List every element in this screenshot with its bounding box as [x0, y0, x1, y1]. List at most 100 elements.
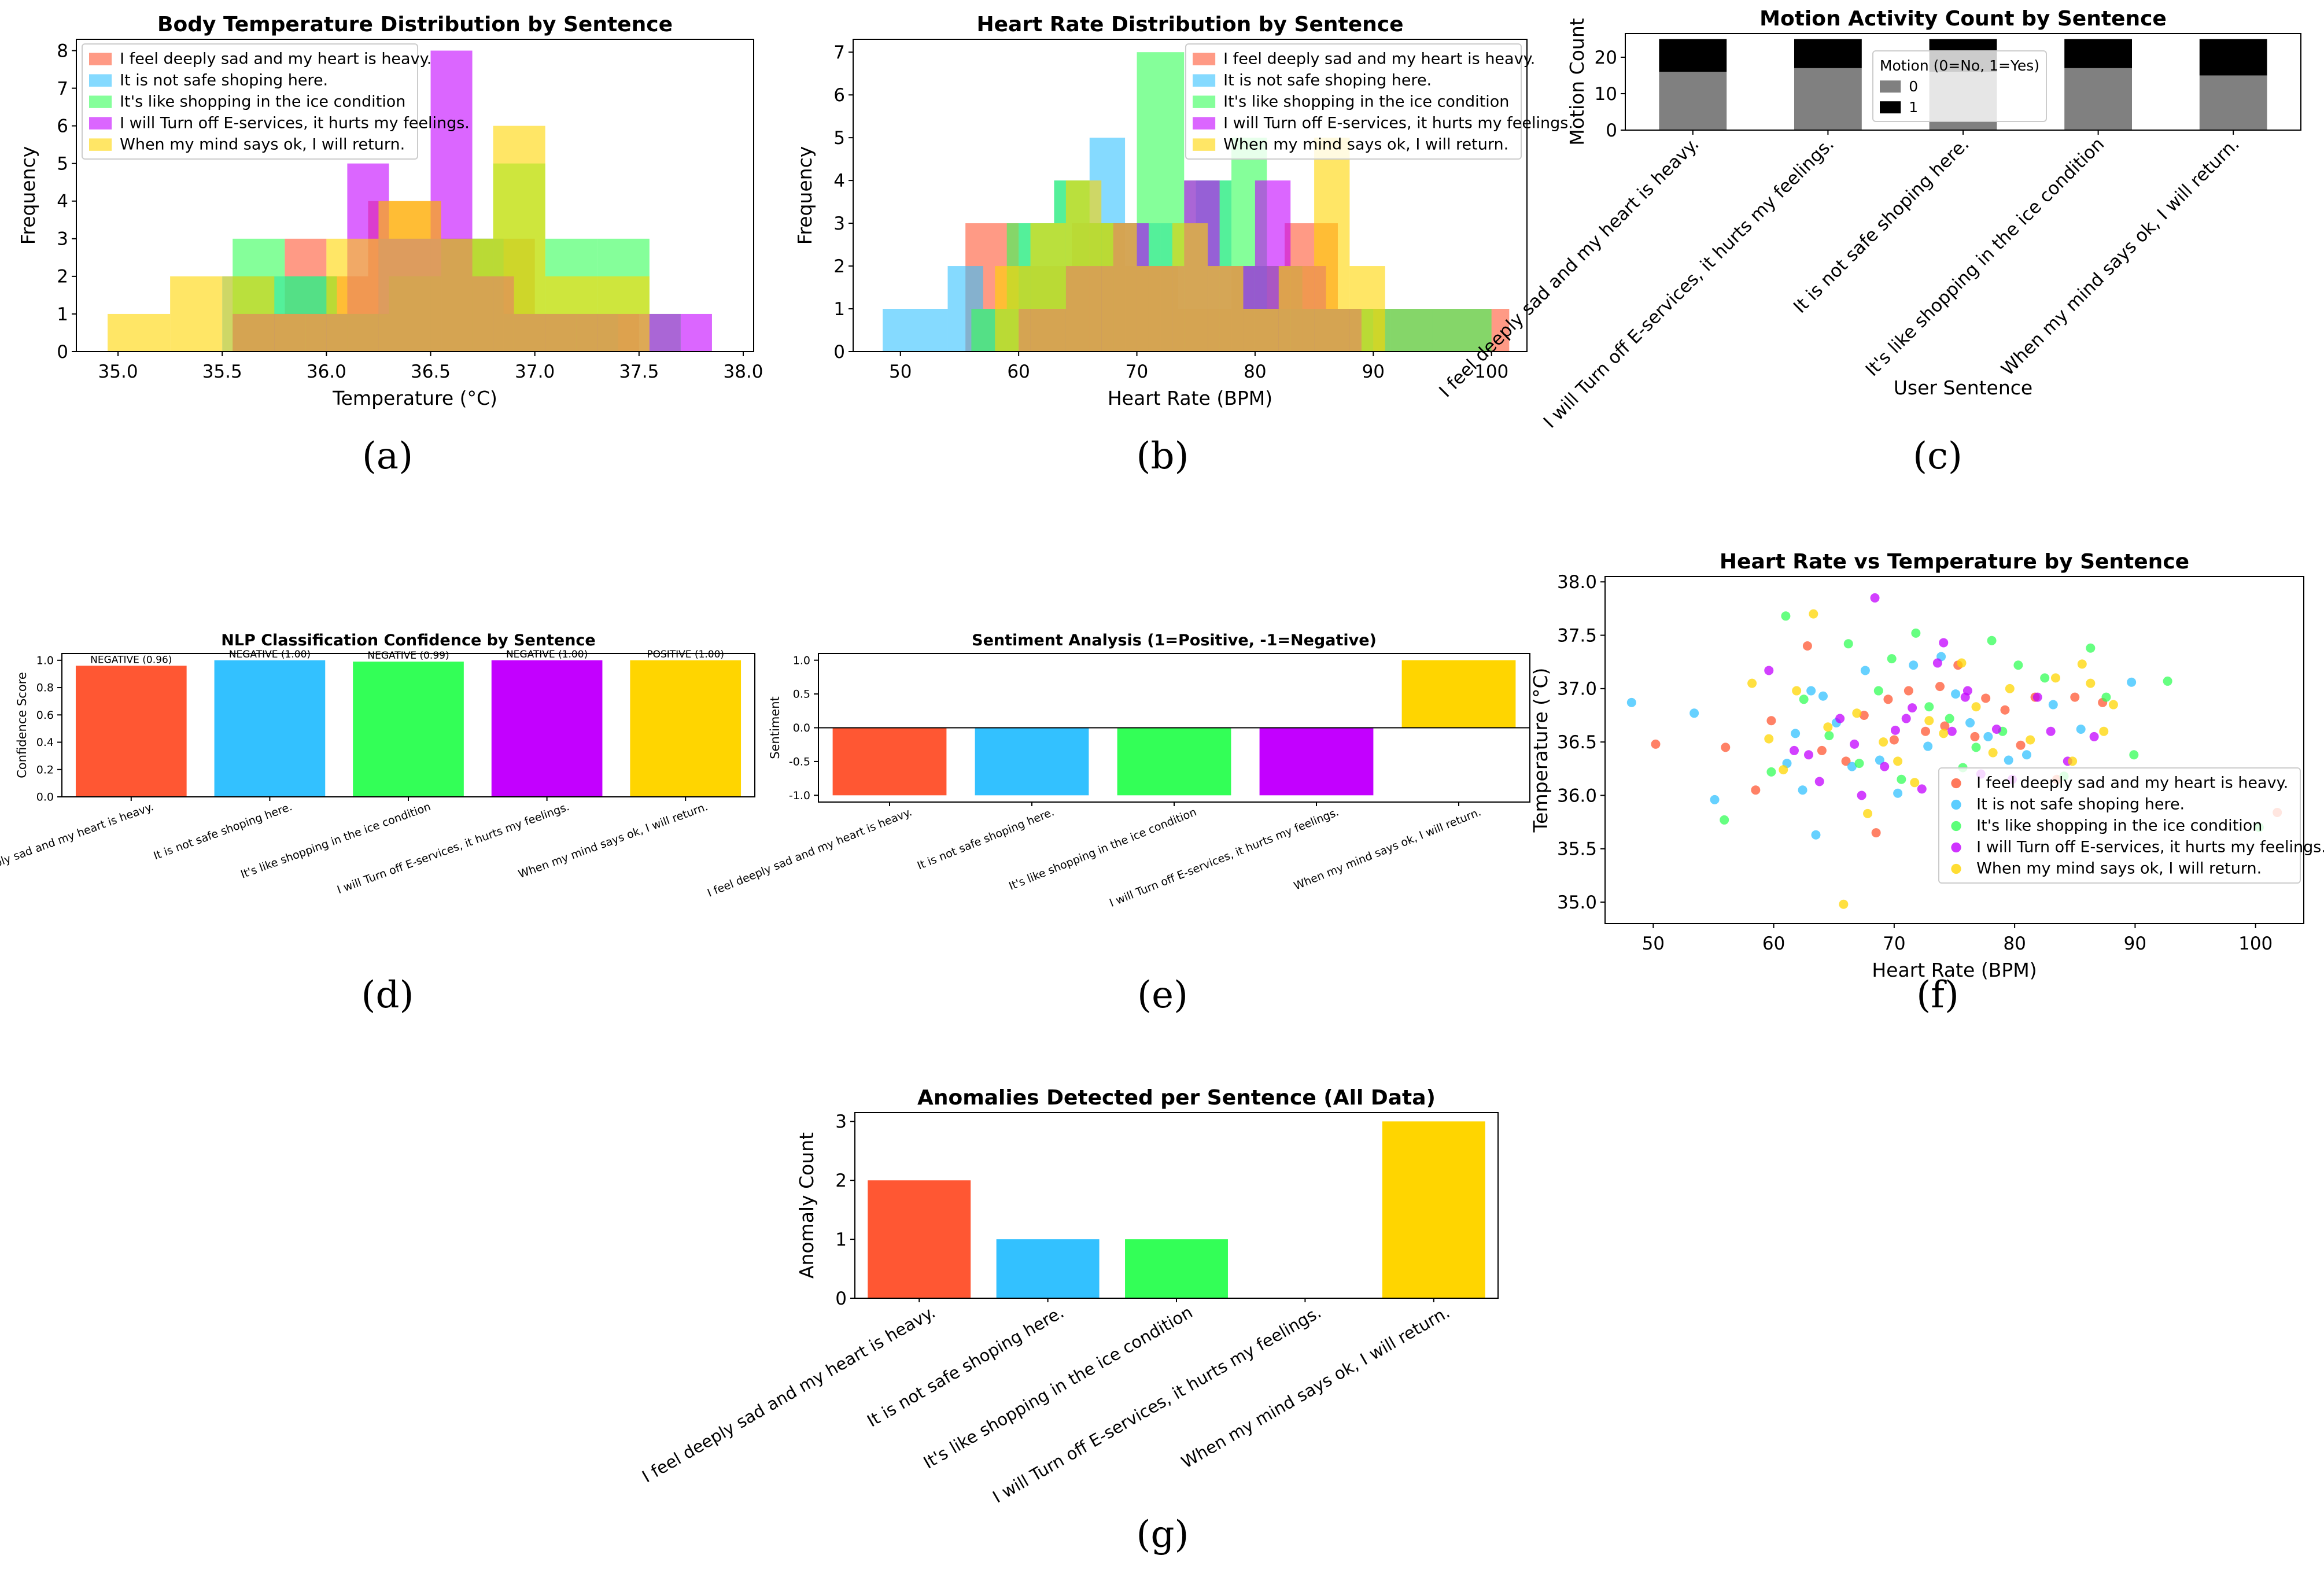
scatter-point — [1991, 725, 2001, 734]
bar — [868, 1180, 971, 1298]
scatter-point — [1847, 762, 1857, 771]
legend-swatch — [1951, 778, 1961, 789]
scatter-point — [1904, 686, 1913, 696]
x-tick-label: I feel deeply sad and my heart is heavy. — [1435, 134, 1703, 401]
scatter-point — [1689, 708, 1699, 718]
histogram-bar — [545, 276, 597, 352]
y-tick-label: 2 — [57, 267, 68, 287]
scatter-point — [2099, 726, 2109, 736]
y-tick-label: 0.4 — [36, 736, 54, 749]
scatter-point — [1911, 628, 1921, 638]
x-tick-label: 50 — [1642, 933, 1665, 954]
bar-value-label: NEGATIVE (0.96) — [90, 654, 172, 666]
legend-label: When my mind says ok, I will return. — [1223, 136, 1508, 154]
scatter-point — [1852, 708, 1862, 718]
y-tick-label: 4 — [833, 171, 845, 191]
scatter-point — [1839, 899, 1849, 909]
x-tick-label: 36.0 — [307, 361, 346, 382]
y-tick-label: 2 — [833, 256, 845, 277]
chart-f: Heart Rate vs Temperature by Sentence 35.… — [1529, 550, 2324, 981]
scatter-point — [1971, 702, 1981, 712]
y-tick-label: 1.0 — [793, 654, 810, 667]
y-tick-label: 2 — [835, 1170, 847, 1191]
stacked-bar-segment — [2064, 68, 2132, 130]
legend-swatch — [1951, 821, 1961, 832]
scatter-point — [2013, 660, 2023, 670]
x-tick-label: 80 — [2003, 933, 2026, 954]
scatter-point — [2129, 750, 2139, 760]
scatter-point — [2077, 659, 2087, 669]
scatter-point — [2016, 740, 2026, 750]
scatter-point — [1893, 756, 1903, 766]
scatter-point — [2000, 705, 2010, 715]
y-axis-label: Confidence Score — [15, 672, 29, 778]
bar — [1382, 1121, 1485, 1298]
chart-title: Sentiment Analysis (1=Positive, -1=Negat… — [972, 631, 1377, 649]
scatter-point — [1883, 695, 1893, 704]
legend-box — [1185, 43, 1522, 160]
x-tick-label: It is not safe shoping here. — [916, 806, 1056, 872]
histogram-bar — [1101, 223, 1137, 352]
bar — [1125, 1239, 1228, 1298]
bar — [353, 662, 464, 797]
bar-value-label: NEGATIVE (1.00) — [229, 649, 311, 660]
scatter-point — [1747, 678, 1757, 688]
histogram-bar — [326, 238, 379, 352]
histogram-bar — [441, 238, 493, 352]
y-axis-label: Frequency — [794, 146, 816, 245]
x-tick-label: 100 — [2238, 933, 2273, 954]
legend-label: I will Turn off E-services, it hurts my … — [1223, 114, 1573, 132]
scatter-point — [1863, 808, 1873, 818]
scatter-point — [1875, 755, 1884, 765]
scatter-point — [1791, 729, 1801, 738]
scatter-point — [1843, 639, 1853, 649]
y-axis-label: Anomaly Count — [795, 1132, 818, 1279]
histogram-bar — [108, 313, 171, 352]
scatter-point — [1988, 748, 1998, 758]
legend-swatch — [1951, 842, 1961, 853]
chart-title: NLP Classification Confidence by Sentenc… — [221, 631, 596, 649]
scatter-point — [1781, 611, 1791, 621]
x-tick-label: I feel deeply sad and my heart is heavy. — [639, 1302, 939, 1487]
scatter-point — [2032, 692, 2042, 702]
scatter-point — [2086, 643, 2096, 653]
y-tick-label: -1.0 — [789, 789, 810, 802]
y-tick-label: 38.0 — [1557, 572, 1597, 593]
stacked-bar-segment — [1659, 72, 1727, 130]
scatter-point — [1923, 741, 1933, 751]
y-tick-label: 5 — [57, 154, 68, 175]
y-tick-label: 0.0 — [36, 791, 54, 804]
bar — [630, 660, 742, 797]
y-tick-label: 0 — [835, 1288, 847, 1309]
scatter-point — [1945, 714, 1954, 723]
scatter-point — [1873, 686, 1883, 696]
y-tick-label: 6 — [833, 85, 845, 106]
bar — [975, 727, 1089, 796]
scatter-point — [1626, 697, 1636, 707]
x-tick-label: It's like shopping in the ice condition — [1862, 134, 2109, 381]
legend-swatch — [89, 138, 112, 151]
x-axis-label: User Sentence — [1894, 376, 2032, 399]
histogram-bar — [1137, 266, 1172, 352]
scatter-point — [1779, 765, 1788, 775]
x-tick-label: 50 — [889, 361, 912, 382]
scatter-point — [1951, 689, 1961, 699]
y-tick-label: 0.2 — [36, 763, 54, 776]
y-tick-label: 8 — [57, 40, 68, 61]
scatter-point — [1889, 735, 1899, 745]
x-tick-label: 36.5 — [411, 361, 451, 382]
chart-title: Heart Rate Distribution by Sentence — [976, 13, 1403, 36]
x-tick-label: 100 — [1474, 361, 1508, 382]
legend-swatch — [1193, 74, 1216, 87]
scatter-point — [1841, 756, 1851, 766]
scatter-point — [1893, 788, 1903, 798]
bar — [1117, 727, 1231, 796]
scatter-point — [1939, 729, 1949, 738]
scatter-point — [2108, 700, 2118, 710]
y-tick-label: 36.0 — [1557, 785, 1597, 806]
legend-swatch — [1951, 799, 1961, 810]
legend-label: I feel deeply sad and my heart is heavy. — [120, 50, 431, 68]
y-axis-label: Sentiment — [768, 696, 782, 759]
y-tick-label: 0 — [1606, 120, 1617, 141]
y-axis-label: Motion Count — [1566, 18, 1588, 145]
